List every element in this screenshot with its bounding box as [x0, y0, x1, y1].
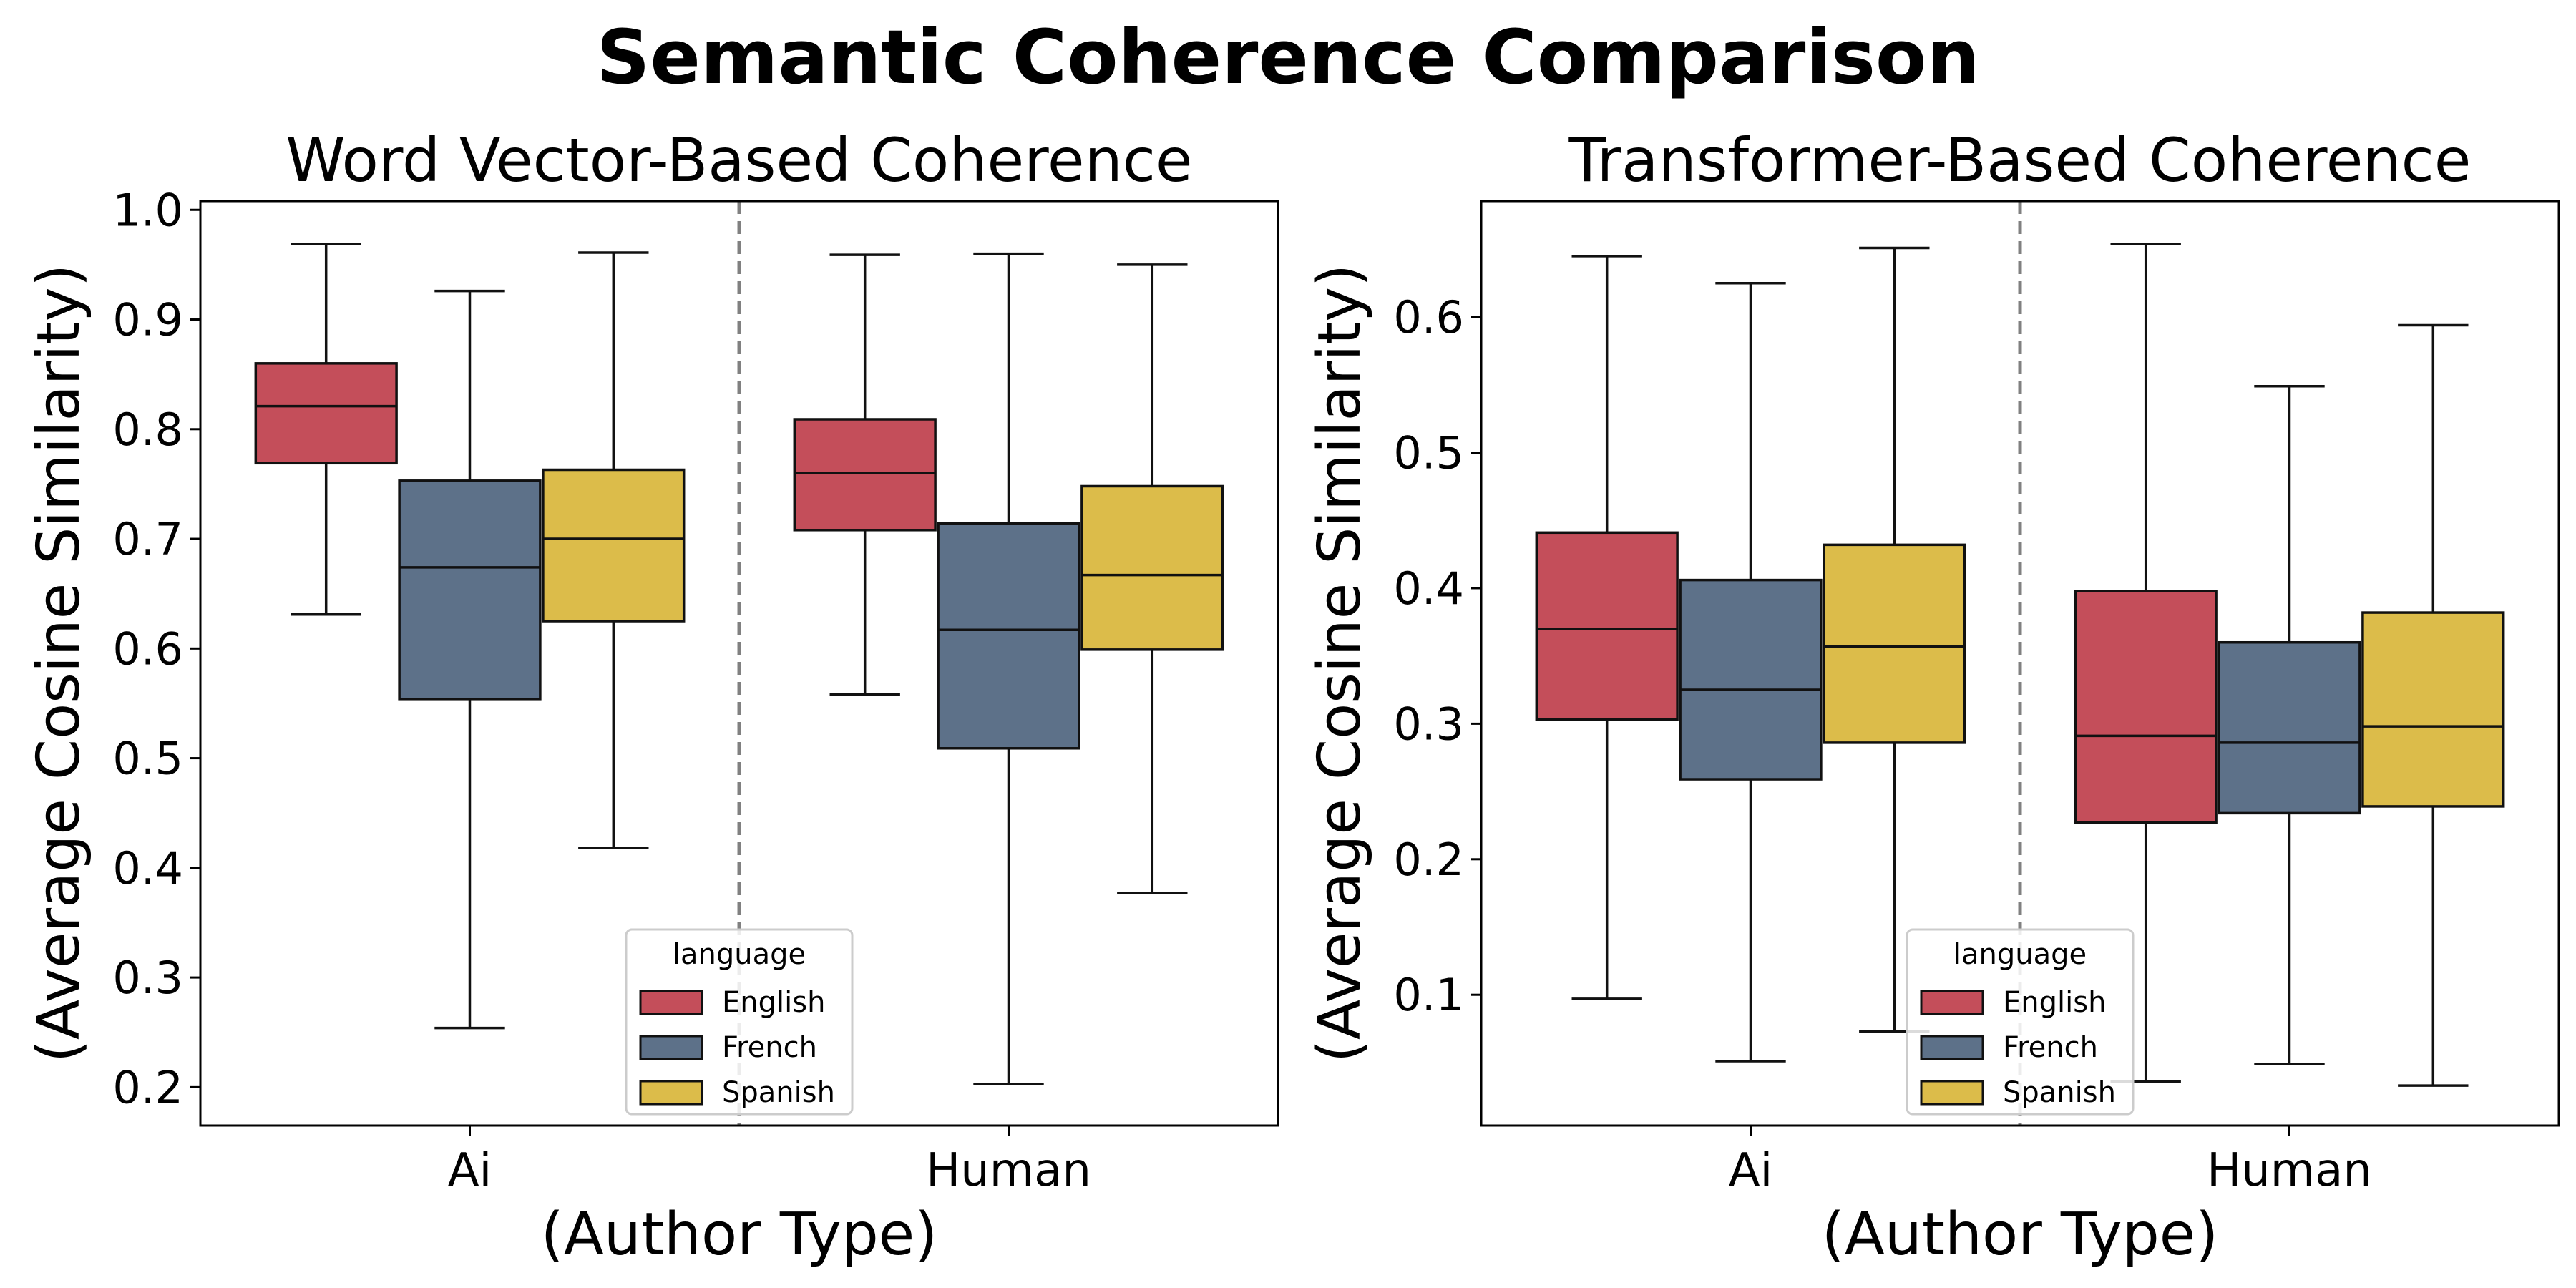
legend-title: language	[673, 938, 806, 971]
legend-label-spanish: Spanish	[722, 1076, 835, 1109]
box-iqr	[254, 362, 398, 465]
legend: language English French Spanish	[625, 928, 854, 1116]
box-iqr	[1080, 484, 1224, 651]
box-iqr	[793, 418, 937, 532]
y-tick-label: 0.7	[112, 513, 183, 565]
legend-swatch-spanish	[639, 1080, 703, 1106]
box-iqr	[937, 522, 1080, 750]
legend-swatch-spanish	[1920, 1080, 1984, 1106]
box-english-human	[793, 253, 937, 696]
y-tick-label: 0.3	[1393, 698, 1464, 750]
legend-swatch-english	[639, 990, 703, 1015]
y-tick-label: 0.6	[112, 623, 183, 675]
y-tick-label: 0.2	[1393, 834, 1464, 886]
x-tick-label: Human	[2207, 1144, 2372, 1197]
legend-swatch-french	[639, 1035, 703, 1060]
y-tick-label: 0.8	[112, 404, 183, 456]
box-iqr	[1535, 531, 1679, 721]
y-tick-label: 0.5	[1393, 427, 1464, 479]
y-tick-label: 0.4	[1393, 562, 1464, 615]
x-tick-label: Human	[926, 1144, 1091, 1197]
box-iqr	[2074, 590, 2218, 824]
box-iqr	[1679, 578, 1823, 781]
subplot-title: Transformer-Based Coherence	[1568, 125, 2472, 195]
y-tick-label: 0.5	[112, 733, 183, 785]
box-iqr	[1823, 543, 1966, 744]
legend-frame	[1906, 928, 2135, 1116]
x-tick-label: Ai	[1729, 1144, 1773, 1197]
box-english-ai	[254, 243, 398, 616]
panel-1: Word Vector-Based Coherence 0.2 0.3 0.4 0.5 0…	[25, 125, 1279, 1269]
box-spanish-ai	[542, 251, 686, 849]
box-english-ai	[1535, 255, 1679, 1000]
x-axis-label: (Author Type)	[1822, 1201, 2218, 1269]
figure-title: Semantic Coherence Comparison	[596, 14, 1980, 101]
y-tick-label: 0.3	[112, 952, 183, 1004]
legend-swatch-english	[1920, 990, 1984, 1015]
legend-label-english: English	[2003, 986, 2106, 1019]
legend-label-french: French	[2003, 1031, 2098, 1064]
box-spanish-ai	[1823, 246, 1966, 1033]
y-tick-label: 0.9	[112, 294, 183, 346]
y-tick-label: 1.0	[112, 184, 183, 236]
y-tick-label: 0.6	[1393, 291, 1464, 343]
axes-frame	[199, 200, 1279, 1127]
box-iqr	[542, 468, 686, 623]
box-french-ai	[1679, 282, 1823, 1063]
box-english-human	[2074, 243, 2218, 1083]
box-iqr	[2218, 640, 2361, 815]
panel-2: Transformer-Based Coherence 0.1 0.2 0.3 0.4 0…	[1306, 125, 2560, 1269]
legend: language English French Spanish	[1906, 928, 2135, 1116]
legend-label-spanish: Spanish	[2003, 1076, 2116, 1109]
legend-frame	[625, 928, 854, 1116]
box-iqr	[2361, 611, 2505, 808]
y-tick-label: 0.2	[112, 1061, 183, 1113]
x-axis-label: (Author Type)	[541, 1201, 937, 1269]
y-axis-label: (Average Cosine Similarity)	[25, 264, 93, 1063]
box-french-human	[2218, 384, 2361, 1065]
box-spanish-human	[1080, 263, 1224, 894]
box-iqr	[398, 479, 542, 701]
x-tick-label: Ai	[448, 1144, 492, 1197]
legend-label-french: French	[722, 1031, 817, 1064]
y-tick-label: 0.4	[112, 842, 183, 894]
y-tick-label: 0.1	[1393, 969, 1464, 1021]
legend-title: language	[1953, 938, 2087, 971]
subplot-title: Word Vector-Based Coherence	[286, 125, 1192, 195]
legend-label-english: English	[722, 986, 825, 1019]
box-french-ai	[398, 289, 542, 1030]
legend-swatch-french	[1920, 1035, 1984, 1060]
box-spanish-human	[2361, 323, 2505, 1087]
box-french-human	[937, 252, 1080, 1085]
y-axis-label: (Average Cosine Similarity)	[1306, 264, 1374, 1063]
axes-frame	[1480, 200, 2560, 1127]
